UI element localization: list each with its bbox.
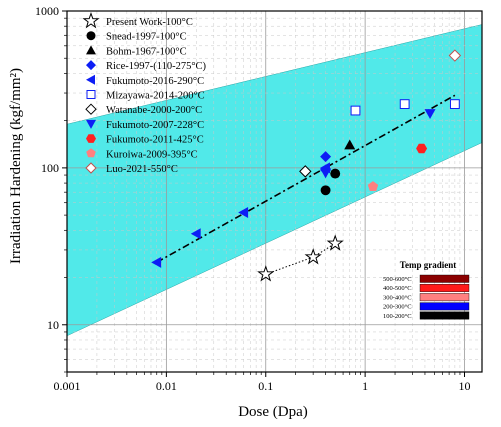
legend-marker — [86, 31, 96, 41]
legend-marker — [86, 119, 96, 129]
data-point — [299, 165, 312, 178]
legend-label: Rice-1997-(110-275°C) — [106, 61, 207, 72]
temp-gradient-swatch — [419, 293, 470, 302]
data-point — [330, 168, 341, 179]
plot-frame — [66, 10, 483, 373]
data-point — [424, 109, 436, 120]
data-point — [367, 181, 379, 191]
x-tick-label: 1 — [362, 379, 368, 393]
data-point — [326, 234, 344, 251]
data-point — [151, 256, 162, 268]
x-tick-label: 0.1 — [258, 379, 273, 393]
legend-label: Snead-1997-100°C — [106, 32, 187, 43]
x-tick-label: 0.001 — [54, 379, 81, 393]
data-point — [399, 99, 410, 110]
legend-label: Fukumoto-2011-425°C — [106, 135, 204, 146]
legend-label: Mizayawa-2014-200°C — [106, 91, 205, 102]
fit-line — [156, 94, 456, 263]
data-point — [350, 105, 361, 116]
legend-marker — [86, 45, 96, 55]
data-point — [320, 185, 331, 196]
legend-label: Present Work-100°C — [106, 17, 193, 28]
legend-marker — [86, 74, 95, 85]
legend-label: Luo-2021-550°C — [106, 164, 178, 175]
data-point — [257, 265, 275, 282]
temp-gradient-key: Temp gradient 500-600°C 400-500°C 300-400°C… — [383, 260, 470, 320]
legend-marker — [85, 162, 97, 174]
x-axis-title: Dose (Dpa) — [238, 404, 308, 420]
data-point — [304, 248, 322, 265]
temp-gradient-swatch — [419, 302, 470, 311]
y-tick-label: 10 — [47, 318, 59, 332]
legend-label: Watanabe-2000-200°C — [106, 105, 202, 116]
plot-frame-layer — [66, 10, 483, 373]
data-point — [320, 151, 332, 163]
data-points-layer — [151, 49, 462, 282]
data-point — [320, 168, 332, 179]
temp-gradient-label: 300-400°C — [383, 294, 412, 301]
y-axis-title: Irradiation Hardening (kgf/mm²) — [8, 68, 24, 264]
x-tick-label: 0.01 — [156, 379, 177, 393]
legend-marker — [86, 90, 96, 99]
axis-ticks-layer: 0.001 0.01 0.1 1 10 10 100 1000 — [35, 4, 471, 393]
legend-marker — [82, 11, 100, 29]
grid-layer — [66, 11, 482, 373]
legend-label: Fukumoto-2007-228°C — [106, 120, 204, 131]
data-point — [344, 139, 356, 150]
temp-gradient-label: 500-600°C — [383, 276, 412, 283]
temp-gradient-swatch — [419, 274, 470, 283]
legend-marker — [86, 134, 96, 143]
data-point — [190, 228, 201, 240]
temp-gradient-swatch — [419, 284, 470, 292]
present-work-connector — [265, 242, 336, 275]
legend-marker — [85, 103, 97, 115]
legend-marker — [86, 60, 96, 71]
data-point — [449, 99, 460, 110]
data-point — [416, 143, 428, 154]
temp-gradient-label: 400-500°C — [383, 285, 412, 292]
temp-gradient-label: 200-300°C — [383, 304, 412, 311]
data-point — [238, 206, 249, 218]
legend-label: Kuroiwa-2009-395°C — [106, 149, 198, 160]
legend-label: Fukumoto-2016-290°C — [106, 76, 204, 87]
y-tick-label: 1000 — [35, 4, 59, 18]
temp-gradient-swatch — [419, 311, 470, 320]
y-tick-label: 100 — [41, 161, 59, 175]
legend-marker — [86, 148, 96, 158]
data-point — [448, 49, 462, 62]
temp-gradient-title: Temp gradient — [400, 260, 456, 270]
temp-gradient-label: 100-200°C — [383, 313, 412, 320]
legend-label: Bohm-1967-100°C — [106, 46, 187, 57]
x-tick-label: 10 — [459, 379, 471, 393]
legend: Present Work-100°C Snead-1997-100°C Bohm-1… — [82, 11, 207, 175]
